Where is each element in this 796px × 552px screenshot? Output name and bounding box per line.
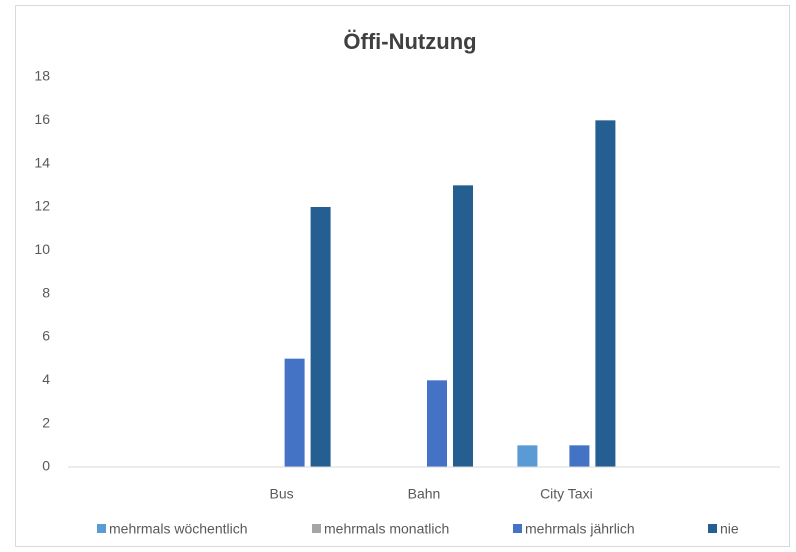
y-tick-label: 18 — [34, 68, 50, 84]
y-tick-label: 16 — [34, 111, 50, 127]
y-tick-label: 14 — [34, 154, 50, 170]
y-tick-label: 6 — [42, 328, 50, 344]
legend-swatch — [513, 524, 522, 533]
y-tick-label: 4 — [42, 371, 50, 387]
bar — [427, 380, 447, 467]
bar — [595, 120, 616, 467]
legend-swatch — [708, 524, 717, 533]
legend-label: mehrmals monatlich — [324, 521, 449, 537]
bar — [453, 185, 473, 468]
y-tick-label: 10 — [34, 241, 50, 257]
x-tick-label: City Taxi — [540, 486, 593, 502]
bar — [310, 207, 331, 467]
legend-label: mehrmals jährlich — [525, 521, 635, 537]
y-tick-label: 8 — [42, 284, 50, 300]
bar — [517, 445, 538, 467]
y-tick-label: 12 — [34, 198, 50, 214]
x-tick-label: Bahn — [408, 486, 441, 502]
legend-label: mehrmals wöchentlich — [109, 521, 248, 537]
legend-label: nie — [720, 521, 739, 537]
legend-swatch — [97, 524, 106, 533]
bar — [284, 358, 305, 467]
bar — [569, 445, 590, 467]
chart-title: Öffi-Nutzung — [343, 29, 476, 54]
legend-swatch — [312, 524, 321, 533]
y-tick-label: 2 — [42, 414, 50, 430]
y-tick-label: 0 — [42, 458, 50, 474]
x-tick-label: Bus — [270, 486, 294, 502]
chart-frame — [15, 5, 790, 547]
